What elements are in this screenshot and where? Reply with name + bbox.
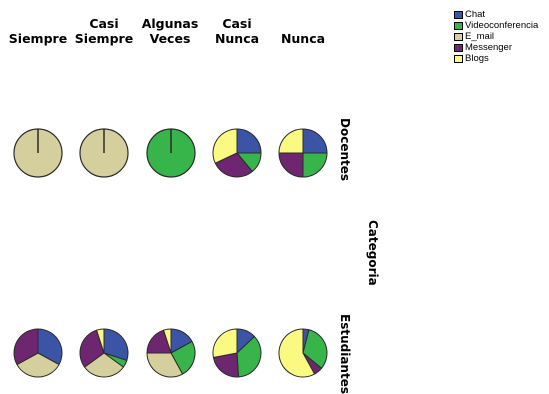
legend-item-videoconferencia: Videoconferencia	[454, 20, 538, 31]
legend-label: E_mail	[465, 31, 495, 42]
legend-swatch-videoconferencia	[454, 21, 463, 30]
pie-slice-blogs	[212, 328, 238, 358]
column-header-algunas-veces: Algunas Veces	[138, 16, 202, 46]
pie-estudiantes-casi-nunca	[212, 328, 262, 378]
column-header-line: Algunas	[141, 16, 199, 31]
legend-item-messenger: Messenger	[454, 42, 538, 53]
pie-estudiantes-algunas-veces	[146, 328, 196, 378]
legend-swatch-blogs	[454, 54, 463, 63]
legend-label: Chat	[465, 9, 486, 20]
pie-estudiantes-nunca	[278, 328, 328, 378]
legend-item-chat: Chat	[454, 9, 538, 20]
pie-slice-blogs	[278, 128, 304, 154]
pie-docentes-siempre	[13, 128, 63, 178]
legend-label: Videoconferencia	[465, 20, 539, 31]
pie-slice-videoconferencia	[236, 336, 262, 378]
legend: Chat Videoconferencia E_mail Messenger B…	[454, 9, 538, 64]
pie-estudiantes-siempre	[13, 328, 63, 378]
row-label-estudiantes: Estudiantes	[338, 314, 352, 394]
pie-slice-messenger	[212, 352, 240, 378]
pie-slice-blogs	[212, 128, 238, 164]
legend-swatch-email	[454, 32, 463, 41]
pie-docentes-casi-siempre	[79, 128, 129, 178]
pie-estudiantes-casi-siempre	[79, 328, 129, 378]
pie-slice-videoconferencia	[170, 340, 196, 375]
legend-swatch-messenger	[454, 43, 463, 52]
legend-item-blogs: Blogs	[454, 53, 538, 64]
legend-item-email: E_mail	[454, 31, 538, 42]
pie-slice-blogs	[278, 328, 316, 378]
pie-docentes-nunca	[278, 128, 328, 178]
pie-docentes-casi-nunca	[212, 128, 262, 178]
pie-slice-messenger	[278, 152, 304, 178]
column-header-line: Veces	[149, 31, 191, 46]
column-header-line: Siempre	[8, 31, 68, 46]
column-header-casi-nunca: Casi Nunca	[205, 16, 269, 46]
pie-slice-blogs	[163, 328, 172, 354]
column-header-line: Siempre	[74, 31, 134, 46]
pie-docentes-algunas-veces	[146, 128, 196, 178]
pie-slice-videoconferencia	[302, 329, 328, 369]
pie-slice-e-mail	[146, 352, 184, 378]
pie-slice-blogs	[96, 328, 105, 354]
pie-slice-messenger	[79, 329, 105, 368]
pie-slice-chat	[302, 128, 328, 154]
column-header-siempre: Siempre	[6, 16, 70, 46]
pie-slice-e-mail	[84, 352, 124, 378]
column-header-nunca: Nunca	[271, 16, 335, 46]
pie-slice-chat	[103, 328, 129, 361]
pie-slice-chat	[37, 328, 63, 366]
pie-slice-videoconferencia	[302, 152, 328, 178]
pie-slice-messenger	[13, 328, 39, 366]
column-header-casi-siempre: Casi Siempre	[72, 16, 136, 46]
column-header-line: Nunca	[280, 31, 326, 46]
column-header-line: Casi	[89, 16, 119, 31]
legend-swatch-chat	[454, 10, 463, 19]
row-axis-title: Categoria	[366, 220, 380, 286]
legend-label: Blogs	[465, 53, 489, 64]
row-label-docentes: Docentes	[338, 118, 352, 182]
legend-label: Messenger	[465, 42, 512, 53]
pie-slice-chat	[236, 128, 262, 154]
column-header-line: Casi	[222, 16, 252, 31]
column-header-line: Nunca	[214, 31, 260, 46]
